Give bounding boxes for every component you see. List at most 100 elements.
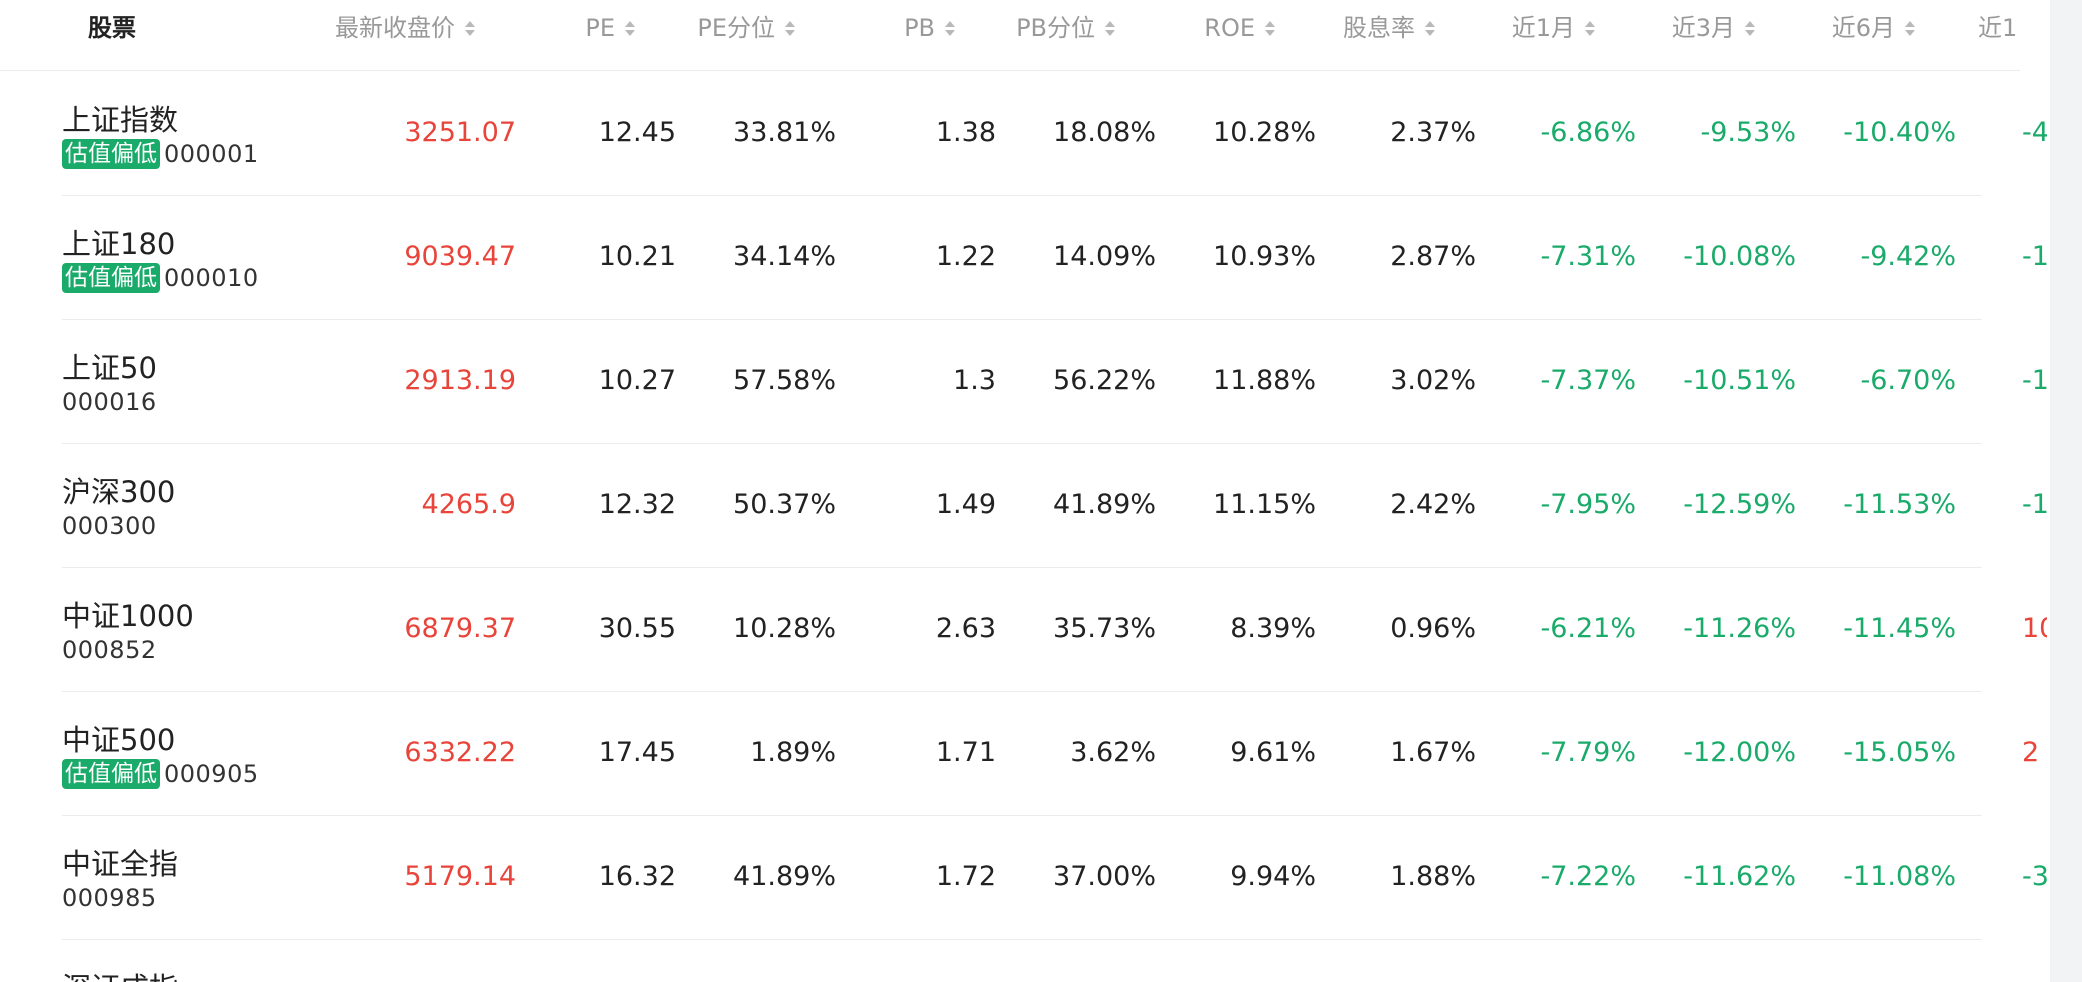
cell-y1: -4 bbox=[2022, 117, 2047, 148]
header-pb-pct[interactable]: PB分位 bbox=[915, 0, 1115, 56]
index-code: 000010 bbox=[164, 264, 259, 292]
header-roe[interactable]: ROE bbox=[1075, 0, 1275, 56]
index-subline: 估值偏低 000905 bbox=[62, 759, 259, 789]
cell-roe: 10.28% bbox=[1213, 117, 1316, 148]
cell-m1: -7.31% bbox=[1540, 241, 1636, 272]
table-row[interactable]: 中证1000 000852 6879.37 30.55 10.28% 2.63 35.73%… bbox=[62, 567, 2047, 692]
cell-pe: 16.32 bbox=[598, 861, 676, 892]
cell-div: 2.87% bbox=[1390, 241, 1476, 272]
index-subline: 000985 bbox=[62, 883, 157, 913]
index-code: 000852 bbox=[62, 636, 157, 664]
cell-div: 3.02% bbox=[1390, 365, 1476, 396]
sort-icon[interactable] bbox=[625, 20, 635, 36]
index-subline: 000016 bbox=[62, 387, 157, 417]
cell-roe: 8.39% bbox=[1230, 613, 1316, 644]
header-pe-label: PE bbox=[585, 14, 615, 42]
cell-m1: -7.22% bbox=[1540, 861, 1636, 892]
header-div[interactable]: 股息率 bbox=[1235, 0, 1435, 56]
index-subline: 估值偏低 000001 bbox=[62, 139, 259, 169]
sort-icon[interactable] bbox=[1105, 20, 1115, 36]
sort-up-icon bbox=[1745, 20, 1755, 27]
table-row[interactable]: 上证50 000016 2913.19 10.27 57.58% 1.3 56.22% 11.… bbox=[62, 319, 2047, 444]
cell-m1: -6.86% bbox=[1540, 117, 1636, 148]
header-close[interactable]: 最新收盘价 bbox=[275, 0, 475, 56]
cell-pb: 1.49 bbox=[935, 489, 996, 520]
cell-roe: 11.15% bbox=[1213, 489, 1316, 520]
cell-y1: -12 bbox=[2022, 241, 2047, 272]
cell-pb-pct: 56.22% bbox=[1053, 365, 1156, 396]
sort-down-icon bbox=[1905, 29, 1915, 36]
header-m3-label: 近3月 bbox=[1671, 14, 1735, 42]
sort-icon[interactable] bbox=[945, 20, 955, 36]
valuation-badge: 估值偏低 bbox=[62, 139, 160, 169]
index-name: 中证全指 bbox=[62, 847, 179, 881]
cell-div: 0.96% bbox=[1390, 613, 1476, 644]
sort-down-icon bbox=[945, 29, 955, 36]
table-row[interactable]: 上证180 估值偏低 000010 9039.47 10.21 34.14% 1.22 14.… bbox=[62, 195, 2047, 320]
cell-pb: 1.22 bbox=[935, 241, 996, 272]
sort-icon[interactable] bbox=[465, 20, 475, 36]
index-name: 上证180 bbox=[62, 227, 176, 261]
cell-pe-pct: 10.28% bbox=[733, 613, 836, 644]
cell-close: 2913.19 bbox=[404, 365, 516, 396]
cell-pe: 10.21 bbox=[598, 241, 676, 272]
header-m6-label: 近6月 bbox=[1831, 14, 1895, 42]
index-name: 深证成指 bbox=[62, 965, 178, 982]
table-row[interactable]: 中证全指 000985 5179.14 16.32 41.89% 1.72 37.00% 9.… bbox=[62, 815, 2047, 940]
sort-up-icon bbox=[1265, 20, 1275, 27]
sort-up-icon bbox=[625, 20, 635, 27]
cell-m6: -11.08% bbox=[1843, 861, 1956, 892]
header-m6[interactable]: 近6月 bbox=[1715, 0, 1915, 56]
cell-close: 6879.37 bbox=[404, 613, 516, 644]
cell-pe: 17.45 bbox=[598, 737, 676, 768]
index-name: 上证指数 bbox=[62, 103, 179, 137]
table-row[interactable]: 沪深300 000300 4265.9 12.32 50.37% 1.49 41.89% 11… bbox=[62, 443, 2047, 568]
sort-icon[interactable] bbox=[1425, 20, 1435, 36]
header-m1-label: 近1月 bbox=[1511, 14, 1575, 42]
header-m3[interactable]: 近3月 bbox=[1555, 0, 1755, 56]
valuation-badge: 估值偏低 bbox=[62, 263, 160, 293]
table-row[interactable]: 中证500 估值偏低 000905 6332.22 17.45 1.89% 1.71 3.62… bbox=[62, 691, 2039, 816]
header-pb[interactable]: PB bbox=[755, 0, 955, 56]
cell-m3: -11.62% bbox=[1683, 861, 1796, 892]
cell-m3: -12.59% bbox=[1683, 489, 1796, 520]
cell-pb: 1.3 bbox=[953, 365, 996, 396]
header-pe-pct-label: PE分位 bbox=[697, 14, 775, 42]
sort-icon[interactable] bbox=[785, 20, 795, 36]
table-row[interactable]: 深证成指 bbox=[62, 939, 1982, 982]
cell-roe: 9.61% bbox=[1230, 737, 1316, 768]
sort-down-icon bbox=[1745, 29, 1755, 36]
cell-m3: -10.08% bbox=[1683, 241, 1796, 272]
index-name: 中证500 bbox=[62, 723, 176, 757]
index-code: 000300 bbox=[62, 512, 157, 540]
header-pe[interactable]: PE bbox=[435, 0, 635, 56]
cell-m6: -10.40% bbox=[1843, 117, 1956, 148]
index-code: 000985 bbox=[62, 884, 157, 912]
cell-pb: 1.71 bbox=[935, 737, 996, 768]
cell-roe: 9.94% bbox=[1230, 861, 1316, 892]
header-y1-label: 近1 bbox=[1978, 14, 2018, 42]
cell-pe: 12.32 bbox=[598, 489, 676, 520]
index-name: 上证50 bbox=[62, 351, 157, 385]
header-stock: 股票 bbox=[88, 0, 188, 56]
cell-pe-pct: 34.14% bbox=[733, 241, 836, 272]
cell-m6: -9.42% bbox=[1860, 241, 1956, 272]
header-y1: 近1 bbox=[1978, 0, 2020, 56]
index-code: 000016 bbox=[62, 388, 157, 416]
sort-icon[interactable] bbox=[1585, 20, 1595, 36]
header-m1[interactable]: 近1月 bbox=[1395, 0, 1595, 56]
cell-pe: 30.55 bbox=[598, 613, 676, 644]
sort-icon[interactable] bbox=[1265, 20, 1275, 36]
cell-pb-pct: 35.73% bbox=[1053, 613, 1156, 644]
cell-y1: -3 bbox=[2022, 861, 2047, 892]
header-pe-pct[interactable]: PE分位 bbox=[595, 0, 795, 56]
cell-m1: -6.21% bbox=[1540, 613, 1636, 644]
index-name: 中证1000 bbox=[62, 599, 194, 633]
sort-icon[interactable] bbox=[1745, 20, 1755, 36]
cell-m6: -6.70% bbox=[1860, 365, 1956, 396]
sort-down-icon bbox=[1425, 29, 1435, 36]
cell-div: 2.37% bbox=[1390, 117, 1476, 148]
header-roe-label: ROE bbox=[1204, 14, 1255, 42]
sort-icon[interactable] bbox=[1905, 20, 1915, 36]
table-row[interactable]: 上证指数 估值偏低 000001 3251.07 12.45 33.81% 1.38 18.0… bbox=[62, 71, 2047, 196]
